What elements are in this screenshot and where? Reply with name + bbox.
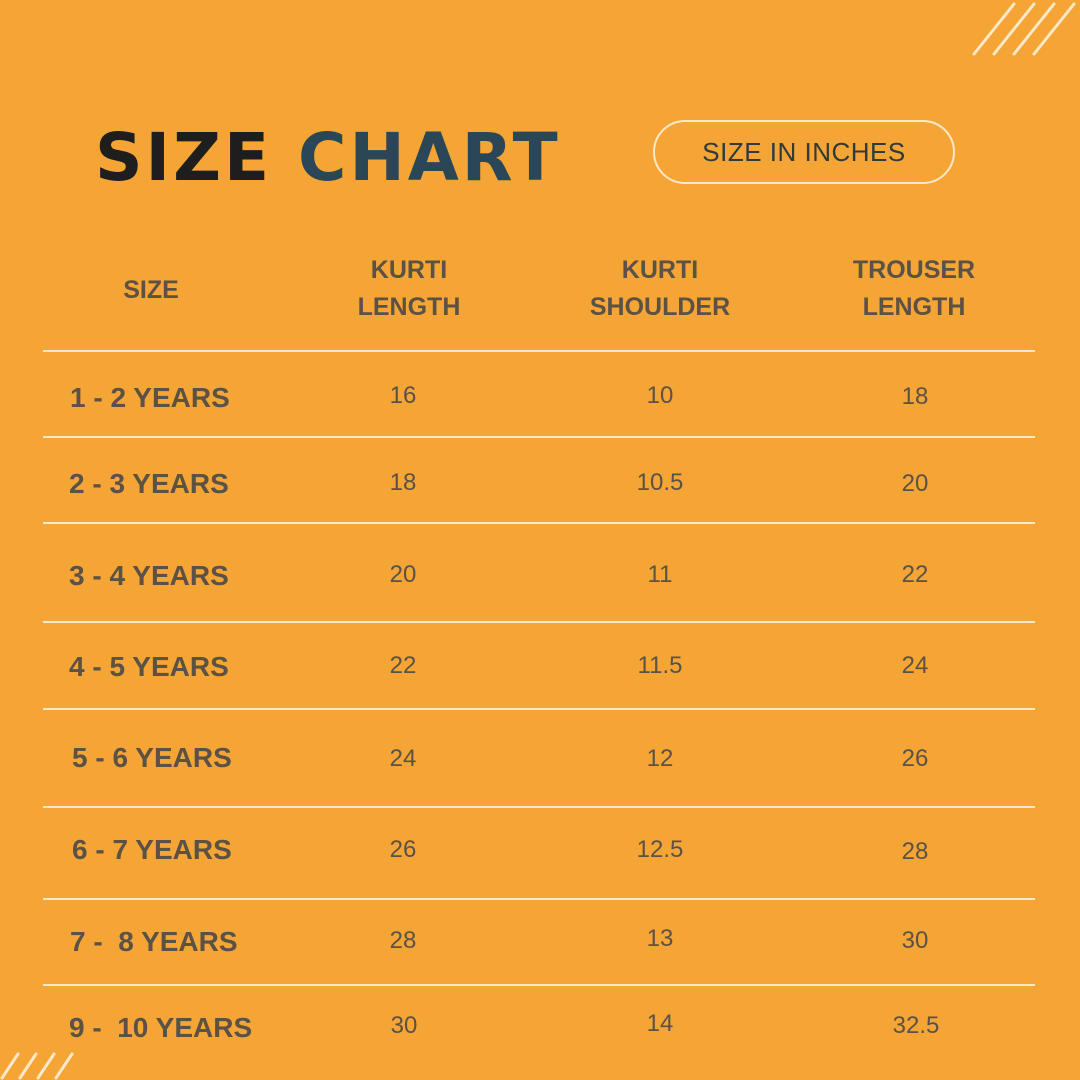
trouser-length-value: 22 xyxy=(901,561,929,588)
trouser-length-value: 18 xyxy=(901,383,929,410)
column-header-line: SHOULDER xyxy=(589,293,731,321)
row-divider xyxy=(43,350,1035,352)
kurti-length-value: 22 xyxy=(389,652,417,679)
title-word-chart: CHART xyxy=(298,119,561,196)
kurti-length-value: 30 xyxy=(390,1012,418,1039)
kurti-length-value: 16 xyxy=(389,382,417,409)
kurti-shoulder-value: 11 xyxy=(647,561,673,588)
kurti-shoulder-value: 12.5 xyxy=(636,836,684,863)
row-divider xyxy=(43,806,1035,808)
trouser-length-value: 32.5 xyxy=(892,1012,940,1039)
kurti-shoulder-value: 13 xyxy=(646,925,674,952)
kurti-shoulder-value: 10 xyxy=(646,382,674,409)
stripes-decoration-bottom-left xyxy=(0,1052,74,1080)
trouser-length-value: 24 xyxy=(901,652,929,679)
column-header-line: LENGTH xyxy=(357,293,461,321)
row-divider xyxy=(43,522,1035,524)
column-header-kurti-shoulder: KURTI SHOULDER xyxy=(510,252,810,326)
column-header-size: SIZE xyxy=(1,272,301,309)
size-label: 3 - 4 YEARS xyxy=(69,560,229,591)
kurti-shoulder-value: 11.5 xyxy=(637,652,683,679)
size-label: 2 - 3 YEARS xyxy=(69,468,229,499)
row-divider xyxy=(43,898,1035,900)
page-title: SIZE CHART xyxy=(95,118,561,198)
row-divider xyxy=(43,708,1035,710)
size-label: 7 - 8 YEARS xyxy=(70,926,238,957)
kurti-shoulder-value: 12 xyxy=(646,745,674,772)
size-label: 5 - 6 YEARS xyxy=(72,742,232,773)
size-label: 4 - 5 YEARS xyxy=(69,651,229,682)
column-header-trouser-length: TROUSER LENGTH xyxy=(764,252,1064,326)
row-divider xyxy=(43,436,1035,438)
column-header-line: SIZE xyxy=(123,276,179,304)
kurti-length-value: 20 xyxy=(389,561,417,588)
trouser-length-value: 30 xyxy=(901,927,929,954)
size-label: 6 - 7 YEARS xyxy=(72,834,232,865)
unit-badge: SIZE IN INCHES xyxy=(653,120,955,184)
column-header-line: KURTI xyxy=(621,256,699,284)
column-header-line: KURTI xyxy=(370,256,448,284)
kurti-length-value: 26 xyxy=(389,836,417,863)
kurti-length-value: 24 xyxy=(389,745,417,772)
trouser-length-value: 20 xyxy=(901,470,929,497)
kurti-shoulder-value: 14 xyxy=(646,1010,674,1037)
title-word-size: SIZE xyxy=(95,119,273,196)
column-header-line: TROUSER xyxy=(852,256,976,284)
row-divider xyxy=(43,984,1035,986)
column-header-kurti-length: KURTI LENGTH xyxy=(259,252,559,326)
stripes-decoration-top-right xyxy=(972,2,1076,56)
row-divider xyxy=(43,621,1035,623)
size-label: 1 - 2 YEARS xyxy=(70,382,230,413)
size-label: 9 - 10 YEARS xyxy=(69,1012,253,1043)
column-header-line: LENGTH xyxy=(862,293,966,321)
trouser-length-value: 28 xyxy=(901,838,929,865)
kurti-length-value: 28 xyxy=(389,927,417,954)
kurti-length-value: 18 xyxy=(389,469,417,496)
kurti-shoulder-value: 10.5 xyxy=(636,469,684,496)
trouser-length-value: 26 xyxy=(901,745,929,772)
